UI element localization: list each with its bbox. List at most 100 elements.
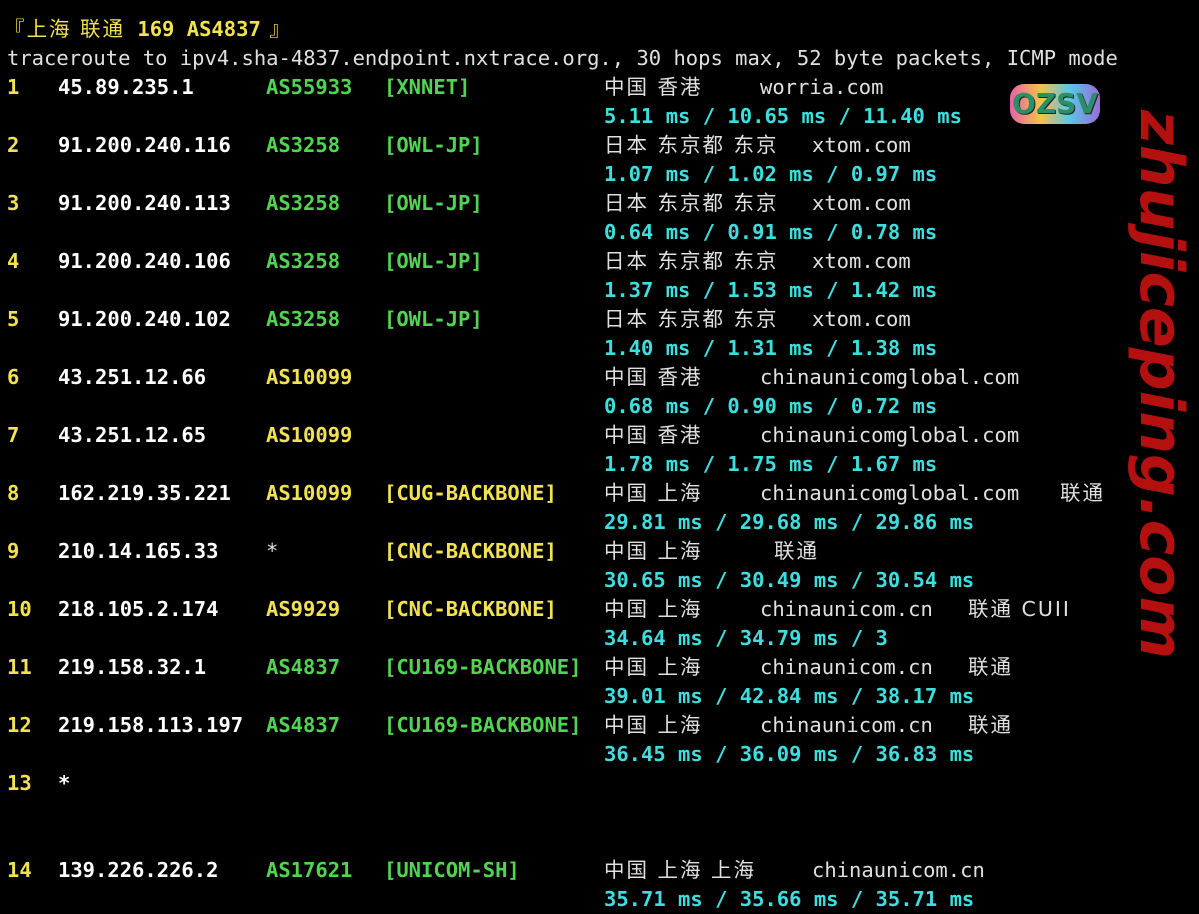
hop-asn: AS10099: [266, 423, 353, 447]
hop-asn: AS4837: [266, 713, 341, 737]
hop-network-tag: [XNNET]: [384, 75, 471, 99]
hop-network-tag: [CNC-BACKBONE]: [384, 539, 557, 563]
hop-location: 中国 上海: [604, 597, 703, 621]
hop-isp: 联通: [968, 655, 1013, 679]
hop-asn: AS3258: [266, 191, 341, 215]
hop-number: 13: [7, 771, 32, 795]
hop-latency: 35.71 ms / 35.66 ms / 35.71 ms: [604, 887, 975, 911]
title-tag: 169 AS4837: [137, 17, 261, 41]
traceroute-command: traceroute to ipv4.sha-4837.endpoint.nxt…: [7, 46, 1118, 70]
target-title: 『上海 联通 169 AS4837 』: [4, 15, 292, 44]
hop-location: 日本 东京都 东京: [604, 191, 779, 215]
hop-domain: worria.com: [760, 75, 884, 99]
hop-number: 14: [7, 858, 32, 882]
hop-latency: 5.11 ms / 10.65 ms / 11.40 ms: [604, 104, 962, 128]
hop-number: 2: [7, 133, 20, 157]
hop-location: 中国 香港: [604, 365, 703, 389]
hop-asn: AS55933: [266, 75, 353, 99]
hop-domain: xtom.com: [812, 307, 911, 331]
hop-location: 中国 香港: [604, 423, 703, 447]
hop-ip: 139.226.226.2: [58, 858, 219, 882]
hop-domain: chinaunicom.cn: [812, 858, 985, 882]
hop-number: 12: [7, 713, 32, 737]
hop-location: 日本 东京都 东京: [604, 249, 779, 273]
hop-ip: 218.105.2.174: [58, 597, 219, 621]
hop-number: 4: [7, 249, 20, 273]
title-location: 上海 联通: [26, 17, 126, 41]
hop-isp: 联通: [968, 713, 1013, 737]
hop-location: 中国 香港: [604, 75, 703, 99]
title-bracket-close: 』: [260, 17, 292, 41]
hop-ip: 43.251.12.66: [58, 365, 207, 389]
hop-network-tag: [OWL-JP]: [384, 249, 483, 273]
hop-ip: *: [58, 771, 71, 795]
hop-isp: 联通 CUII: [968, 597, 1071, 621]
hop-network-tag: [CU169-BACKBONE]: [384, 713, 582, 737]
hop-ip: 91.200.240.102: [58, 307, 231, 331]
hop-domain: chinaunicom.cn: [760, 713, 933, 737]
hop-number: 8: [7, 481, 20, 505]
hop-asn: AS3258: [266, 307, 341, 331]
hop-number: 3: [7, 191, 20, 215]
hop-domain: chinaunicomglobal.com: [760, 365, 1020, 389]
hop-location: 日本 东京都 东京: [604, 133, 779, 157]
hop-domain: xtom.com: [812, 133, 911, 157]
hop-latency: 36.45 ms / 36.09 ms / 36.83 ms: [604, 742, 975, 766]
watermark: zhujiceping.com: [1126, 110, 1196, 660]
title-bracket-open: 『: [4, 17, 27, 41]
hop-isp: 联通: [774, 539, 819, 563]
hop-network-tag: [OWL-JP]: [384, 307, 483, 331]
hop-ip: 210.14.165.33: [58, 539, 219, 563]
ozsv-logo: OZSV: [1010, 84, 1100, 124]
hop-latency: 1.07 ms / 1.02 ms / 0.97 ms: [604, 162, 938, 186]
hop-asn: AS9929: [266, 597, 341, 621]
hop-network-tag: [OWL-JP]: [384, 191, 483, 215]
hop-number: 6: [7, 365, 20, 389]
hop-domain: xtom.com: [812, 249, 911, 273]
hop-asn: *: [266, 539, 279, 563]
hop-domain: chinaunicomglobal.com: [760, 481, 1020, 505]
hop-asn: AS3258: [266, 133, 341, 157]
hop-ip: 91.200.240.106: [58, 249, 231, 273]
hop-network-tag: [CU169-BACKBONE]: [384, 655, 582, 679]
hop-location: 中国 上海: [604, 713, 703, 737]
hop-number: 5: [7, 307, 20, 331]
hop-isp: 联通: [1060, 481, 1105, 505]
hop-latency: 0.64 ms / 0.91 ms / 0.78 ms: [604, 220, 938, 244]
hop-asn: AS17621: [266, 858, 353, 882]
hop-asn: AS3258: [266, 249, 341, 273]
hop-location: 中国 上海 上海: [604, 858, 757, 882]
hop-number: 10: [7, 597, 32, 621]
hop-latency: 34.64 ms / 34.79 ms / 3: [604, 626, 888, 650]
hop-ip: 219.158.32.1: [58, 655, 207, 679]
hop-latency: 30.65 ms / 30.49 ms / 30.54 ms: [604, 568, 975, 592]
hop-domain: chinaunicom.cn: [760, 597, 933, 621]
hop-latency: 39.01 ms / 42.84 ms / 38.17 ms: [604, 684, 975, 708]
hop-asn: AS10099: [266, 365, 353, 389]
hop-location: 日本 东京都 东京: [604, 307, 779, 331]
hop-asn: AS10099: [266, 481, 353, 505]
hop-domain: chinaunicom.cn: [760, 655, 933, 679]
hop-number: 7: [7, 423, 20, 447]
hop-location: 中国 上海: [604, 481, 703, 505]
hop-latency: 1.78 ms / 1.75 ms / 1.67 ms: [604, 452, 938, 476]
hop-latency: 1.37 ms / 1.53 ms / 1.42 ms: [604, 278, 938, 302]
hop-ip: 43.251.12.65: [58, 423, 207, 447]
hop-latency: 0.68 ms / 0.90 ms / 0.72 ms: [604, 394, 938, 418]
hop-ip: 219.158.113.197: [58, 713, 244, 737]
hop-number: 1: [7, 75, 20, 99]
hop-ip: 91.200.240.116: [58, 133, 231, 157]
hop-location: 中国 上海: [604, 539, 703, 563]
hop-number: 11: [7, 655, 32, 679]
hop-network-tag: [OWL-JP]: [384, 133, 483, 157]
hop-number: 9: [7, 539, 20, 563]
hop-asn: AS4837: [266, 655, 341, 679]
hop-domain: chinaunicomglobal.com: [760, 423, 1020, 447]
hop-domain: xtom.com: [812, 191, 911, 215]
hop-latency: 29.81 ms / 29.68 ms / 29.86 ms: [604, 510, 975, 534]
hop-network-tag: [UNICOM-SH]: [384, 858, 520, 882]
hop-network-tag: [CNC-BACKBONE]: [384, 597, 557, 621]
hop-ip: 91.200.240.113: [58, 191, 231, 215]
hop-network-tag: [CUG-BACKBONE]: [384, 481, 557, 505]
hop-location: 中国 上海: [604, 655, 703, 679]
